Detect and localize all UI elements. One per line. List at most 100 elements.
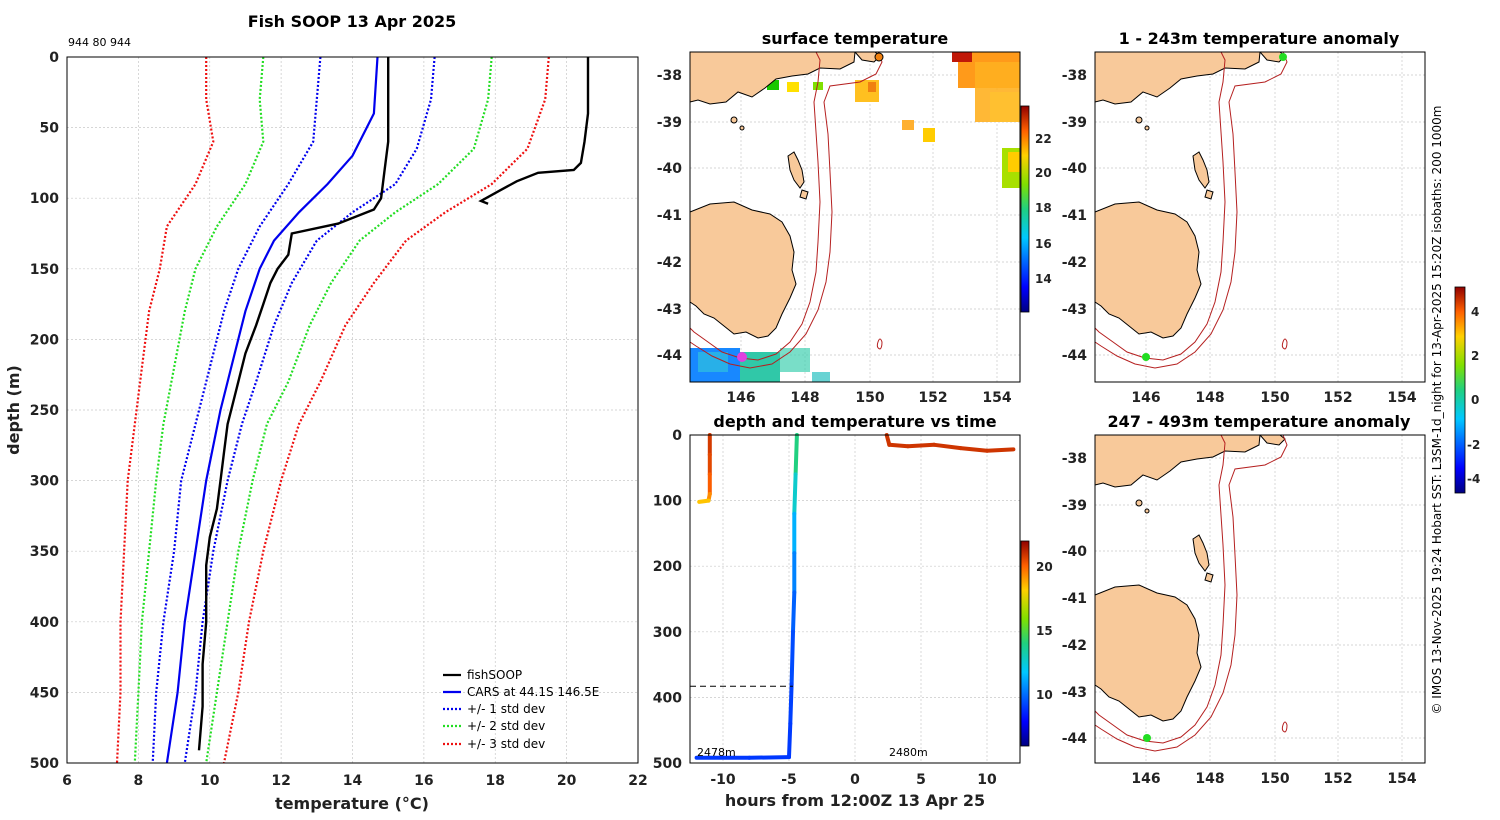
anom-cbar-tick: 2: [1471, 349, 1479, 363]
profile-id-label: 944 80 944: [68, 36, 131, 49]
legend-label-cars: CARS at 44.1S 146.5E: [467, 685, 599, 699]
dtime-marks: [690, 433, 1016, 760]
anom1-map: [1094, 51, 1426, 383]
profile-xtick: 6: [62, 773, 72, 789]
dtime-segment-2: [985, 447, 1016, 453]
sst-xtick: 154: [982, 390, 1011, 406]
sst-ytick: -43: [657, 302, 682, 318]
anom2-ytick: -44: [1062, 731, 1088, 747]
sst-ytick: -42: [657, 255, 682, 271]
dtime-ytick: 200: [653, 559, 682, 575]
anom1-ytick: -42: [1062, 255, 1087, 271]
anom1-xtick: 146: [1131, 390, 1160, 406]
legend-label-sd1: +/- 1 std dev: [467, 702, 545, 716]
dtime-colorbar: [1020, 540, 1030, 747]
profile-ytick: 150: [30, 262, 59, 278]
dtime-cbar-tick: 10: [1036, 688, 1053, 702]
anom2-ytick: -41: [1062, 591, 1087, 607]
sst-cbar-tick: 16: [1035, 237, 1052, 251]
dtime-frame: [689, 434, 1021, 764]
anom1-title: 1 - 243m temperature anomaly: [1119, 29, 1400, 48]
dtime-segment-2: [905, 442, 937, 449]
sst-ytick: -44: [657, 348, 683, 364]
profile-series-7: [115, 57, 215, 764]
anom-cbar-tick: 4: [1471, 305, 1479, 319]
profile-xtick: 22: [628, 773, 647, 789]
anom1-panel: 1 - 243m temperature anomaly -38 -39 -40…: [1062, 29, 1426, 406]
anom2-xtick: 150: [1260, 771, 1289, 787]
profile-xtick: 12: [271, 773, 290, 789]
sst-xtick: 150: [855, 390, 884, 406]
dtime-ytick: 500: [653, 756, 682, 772]
profile-ytick: 100: [30, 191, 59, 207]
dtime-annotation-right: 2480m: [889, 746, 928, 759]
profile-title: Fish SOOP 13 Apr 2025: [248, 12, 457, 31]
dtime-xtick: 10: [977, 772, 997, 788]
dtime-title: depth and temperature vs time: [713, 412, 996, 431]
anom1-marker-start: [1279, 53, 1287, 61]
profile-grid: [67, 57, 638, 763]
anom-cbar-tick: -4: [1467, 472, 1480, 486]
profile-xtick: 20: [557, 773, 577, 789]
dtime-grid: [690, 435, 1020, 763]
profile-xtick: 18: [486, 773, 505, 789]
sst-title: surface temperature: [762, 29, 949, 48]
sst-start-marker: [874, 52, 884, 62]
dtime-ytick: 300: [653, 625, 682, 641]
sst-xtick: 148: [790, 390, 819, 406]
sst-ytick: -41: [657, 208, 682, 224]
anom-cbar-tick: -2: [1467, 438, 1480, 452]
sst-colorbar: [1020, 105, 1030, 313]
dtime-segment-1: [787, 721, 793, 760]
anom1-xtick: 148: [1195, 390, 1224, 406]
profile-ytick: 0: [49, 50, 59, 66]
anom1-marker-end: [1142, 353, 1150, 361]
anom2-xtick: 148: [1195, 771, 1224, 787]
anom1-ytick: -38: [1062, 68, 1087, 84]
dtime-ytick: 400: [653, 690, 682, 706]
dtime-xtick: -5: [781, 772, 797, 788]
dtime-segment-2: [887, 442, 910, 449]
sst-ytick: -39: [657, 115, 682, 131]
profile-ytick: 250: [30, 403, 59, 419]
profile-ticks: 6 8 10 12 14 16 18 20 22 0 50 100 150 200 250 300 350 400…: [30, 50, 648, 789]
dtime-ytick: 0: [672, 428, 682, 444]
credit-text: © IMOS 13-Nov-2025 19:24 Hobart SST: L3S…: [1430, 105, 1444, 714]
dtime-cbar-tick: 20: [1036, 560, 1053, 574]
sst-panel: surface temperature: [657, 29, 1052, 406]
sst-cbar-tick: 22: [1035, 132, 1052, 146]
profile-xlabel: temperature (°C): [275, 794, 429, 813]
anom2-ytick: -43: [1062, 685, 1087, 701]
sst-xtick: 146: [726, 390, 755, 406]
anom2-xtick: 152: [1323, 771, 1352, 787]
dtime-ytick: 100: [653, 494, 682, 510]
profile-series-8: [222, 56, 550, 764]
profile-frame: [66, 56, 639, 764]
profile-ytick: 200: [30, 332, 59, 348]
anom1-ytick: -40: [1062, 161, 1088, 177]
profile-xtick: 10: [200, 773, 220, 789]
anom1-ytick: -44: [1062, 348, 1088, 364]
dtime-panel: depth and temperature vs time -10 -5 0 5 100…: [653, 412, 1053, 810]
profile-ytick: 450: [30, 685, 59, 701]
profile-panel: Fish SOOP 13 Apr 2025 944 80 944 6 8 10 12 1…: [4, 12, 648, 813]
profile-ytick: 350: [30, 544, 59, 560]
sst-ytick: -38: [657, 68, 682, 84]
dtime-segment-1: [791, 590, 797, 634]
profile-ylabel: depth (m): [4, 365, 23, 455]
profile-series-1: [478, 57, 590, 205]
profile-ytick: 50: [40, 121, 60, 137]
anom2-ytick: -42: [1062, 638, 1087, 654]
profile-series-3: [151, 56, 322, 764]
dtime-segment-2: [932, 442, 963, 451]
anom1-ytick: -41: [1062, 208, 1087, 224]
anom1-xtick: 152: [1323, 390, 1352, 406]
anom-colorbar: [1454, 286, 1466, 494]
anom2-xtick: 146: [1131, 771, 1160, 787]
sst-xtick: 152: [918, 390, 947, 406]
sst-cbar-tick: 18: [1035, 201, 1052, 215]
anom1-ytick: -43: [1062, 302, 1087, 318]
dtime-segment-1: [792, 472, 798, 516]
sst-position-marker: [737, 352, 747, 362]
legend-label-fish: fishSOOP: [467, 668, 522, 682]
